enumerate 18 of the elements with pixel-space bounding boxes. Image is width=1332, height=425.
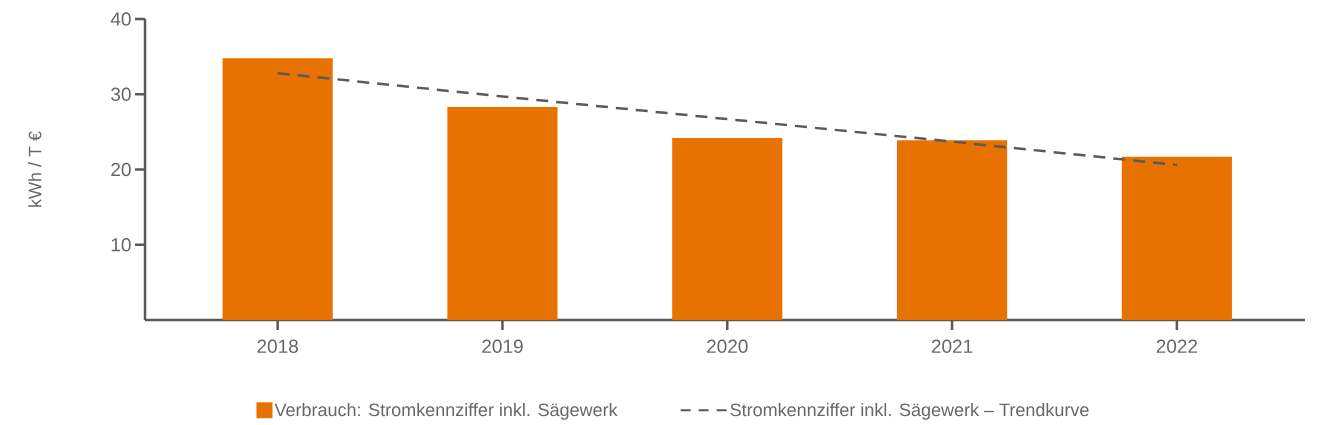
bar [672,137,783,320]
bar [222,58,333,320]
y-tick-label: 20 [111,162,131,177]
y-tick-label: 40 [110,12,131,26]
x-tick-label: 2022 [1156,339,1198,353]
legend-label: Stromkennziffer inkl. Sägewerk – Trendkurve [730,403,1089,420]
y-axis-title: kWh / T € [28,131,42,207]
x-tick-label: 2019 [482,339,523,353]
y-tick-label: 10 [111,238,131,252]
bar [1121,156,1232,320]
line-series [276,71,1179,167]
x-tick-label: 2018 [257,339,298,353]
legend-label: Verbrauch: Stromkennziffer inkl. Sägewerk [274,403,618,420]
bar [447,107,558,320]
bar [896,140,1008,320]
x-tick-label: 2021 [931,339,973,353]
x-tick-label: 2020 [707,339,748,353]
y-tick-label: 30 [111,87,131,101]
